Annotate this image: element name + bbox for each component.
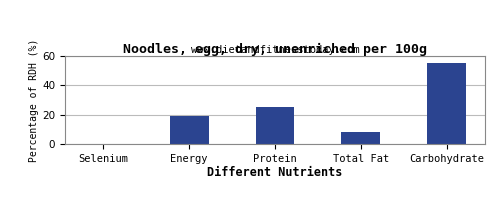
Bar [428, 63, 466, 144]
Y-axis label: Percentage of RDH (%): Percentage of RDH (%) [30, 38, 40, 162]
Bar [342, 132, 380, 144]
X-axis label: Different Nutrients: Different Nutrients [208, 166, 342, 180]
Bar [170, 116, 208, 144]
Bar [256, 107, 294, 144]
Text: www.dietandfitnesstoday.com: www.dietandfitnesstoday.com [190, 45, 360, 55]
Title: Noodles, egg, dry, unenriched per 100g: Noodles, egg, dry, unenriched per 100g [123, 43, 427, 56]
